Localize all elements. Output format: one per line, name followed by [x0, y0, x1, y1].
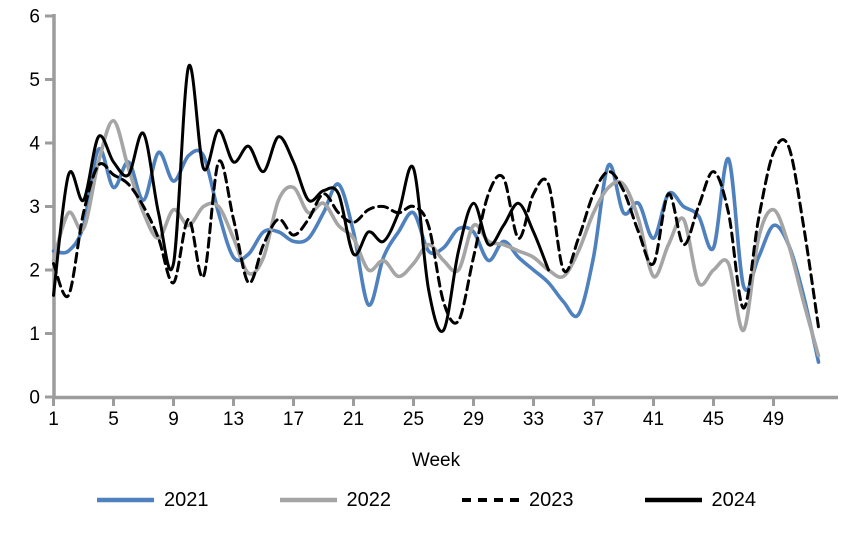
x-tick-label: 33 [523, 409, 544, 430]
series-line-2021 [51, 147, 821, 364]
legend-swatch-line-icon [462, 498, 519, 502]
x-tick-label: 1 [48, 409, 59, 430]
legend-item: 2024 [644, 489, 757, 511]
x-axis-title: Week [411, 450, 461, 471]
series-line-2023 [52, 138, 820, 329]
x-tick-label: 25 [403, 409, 424, 430]
x-tick-label: 29 [463, 409, 484, 430]
y-tick-label: 5 [29, 70, 40, 91]
x-tick-label: 9 [168, 409, 179, 430]
series-line-2022 [51, 119, 821, 358]
legend-label: 2023 [529, 489, 574, 511]
legend-label: 2024 [711, 489, 757, 511]
x-tick-label: 5 [108, 409, 119, 430]
x-tick-label: 49 [763, 409, 784, 430]
legend-item: 2022 [279, 489, 392, 511]
chart-legend: 2021 2022 2023 2024 [0, 490, 852, 510]
x-tick-label: 37 [583, 409, 604, 430]
legend-label: 2021 [164, 489, 209, 511]
y-tick-label: 3 [29, 197, 40, 218]
series-line-2024 [52, 63, 550, 333]
legend-swatch-line-icon [644, 497, 702, 503]
y-tick-label: 6 [29, 7, 40, 28]
legend-swatch-line-icon [279, 497, 337, 503]
x-tick-label: 17 [283, 409, 304, 430]
y-tick-label: 2 [29, 261, 40, 282]
y-tick-label: 4 [29, 134, 40, 155]
legend-swatch-line-icon [97, 497, 154, 503]
x-tick-label: 21 [343, 409, 364, 430]
x-tick-label: 13 [223, 409, 244, 430]
y-tick-label: 1 [29, 324, 40, 345]
legend-label: 2022 [346, 489, 392, 511]
y-tick-label: 0 [29, 388, 40, 409]
legend-item: 2021 [96, 490, 209, 510]
x-tick-label: 41 [643, 409, 664, 430]
legend-item: 2023 [461, 490, 574, 510]
x-tick-label: 45 [703, 409, 724, 430]
